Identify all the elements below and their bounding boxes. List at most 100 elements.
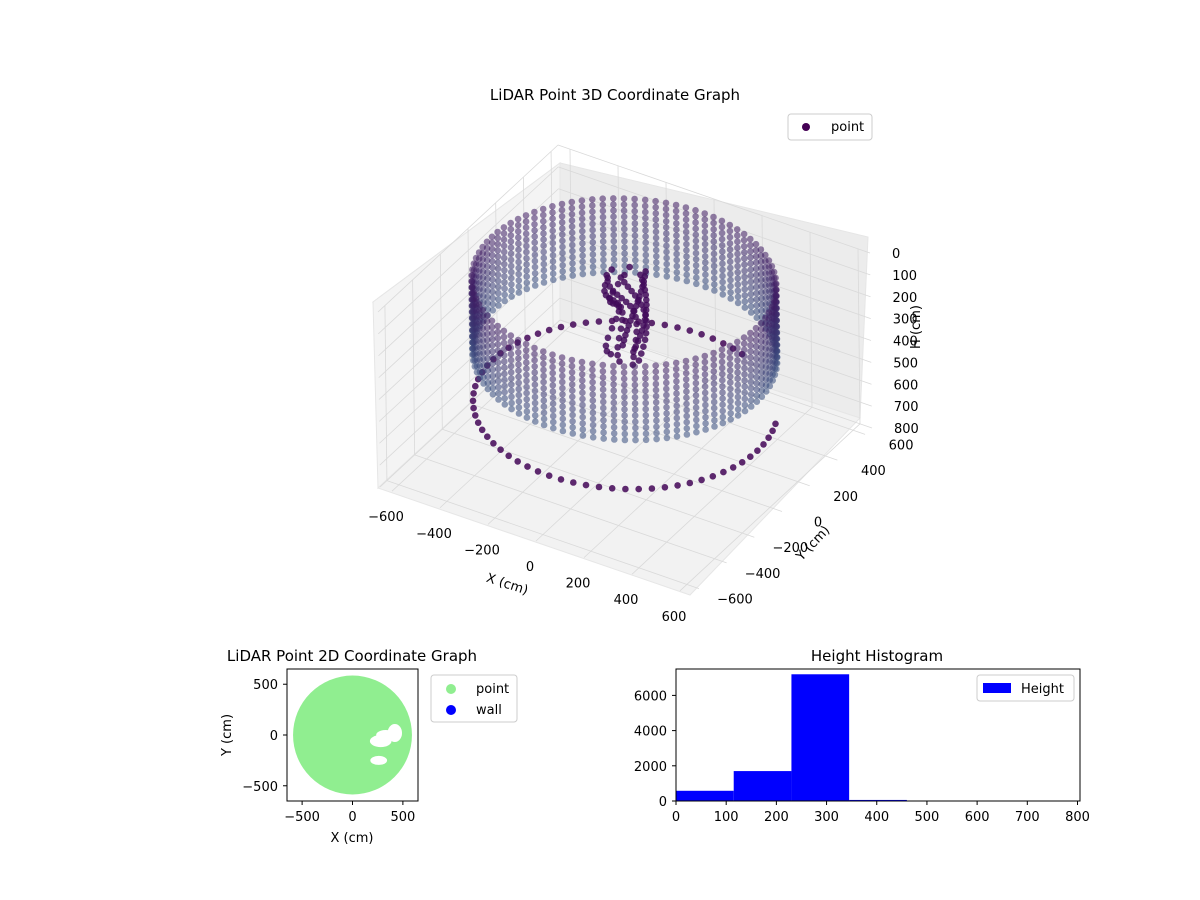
data-point [710, 380, 718, 387]
data-point [621, 256, 628, 264]
data-point [741, 261, 748, 269]
data-point [719, 395, 726, 402]
data-point [753, 296, 760, 303]
data-point [497, 446, 504, 454]
data-point [673, 433, 681, 440]
data-point [710, 349, 717, 357]
data-point [549, 412, 557, 420]
data-point [692, 404, 700, 412]
data-point [523, 365, 530, 372]
data-point [747, 329, 754, 337]
y-tick-label-3d: −600 [717, 593, 753, 608]
data-point [501, 376, 508, 384]
data-point [495, 396, 502, 403]
data-point [710, 226, 717, 233]
data-point [522, 340, 530, 348]
legend-2d-marker-wall [446, 705, 456, 715]
data-point [568, 375, 576, 382]
data-point [641, 336, 649, 344]
data-point [719, 272, 726, 280]
data-point [747, 348, 754, 355]
data-point [747, 235, 754, 243]
data-point [473, 350, 481, 358]
data-point [501, 279, 508, 286]
data-point [531, 369, 538, 376]
legend-3d-frame [787, 113, 873, 141]
data-point [599, 226, 607, 233]
data-point [663, 397, 670, 405]
data-point [758, 301, 765, 308]
data-point [683, 412, 690, 420]
data-point [747, 335, 754, 343]
data-point [508, 375, 515, 382]
data-point [620, 213, 628, 221]
data-point [747, 290, 755, 298]
data-point [549, 233, 557, 241]
data-point [752, 331, 760, 338]
data-point [500, 352, 508, 359]
data-point [673, 390, 680, 397]
data-point [470, 289, 478, 297]
data-point [578, 209, 586, 217]
data-point [515, 289, 523, 296]
data-point [501, 395, 509, 402]
data-point [522, 224, 530, 231]
data-point [579, 227, 586, 235]
data-point [568, 362, 576, 370]
data-point [770, 298, 778, 305]
data-point [621, 430, 629, 438]
data-point [672, 207, 680, 215]
data-point [559, 274, 567, 281]
data-point [682, 369, 690, 377]
data-point [489, 282, 496, 290]
data-point [747, 372, 755, 380]
data-point [710, 232, 717, 239]
data-point [672, 359, 680, 367]
data-point [559, 231, 566, 238]
data-point [489, 372, 497, 380]
data-point [642, 221, 649, 228]
data-point [727, 416, 734, 423]
data-point [523, 414, 531, 421]
data-point [702, 420, 709, 427]
data-point [540, 279, 548, 286]
data-point [642, 208, 649, 216]
data-point [579, 258, 586, 266]
data-point [579, 389, 586, 397]
data-point [772, 274, 779, 282]
data-point [642, 227, 649, 234]
data-point [719, 419, 727, 427]
data-point [727, 270, 734, 278]
legend-2d-label-wall: wall [476, 703, 502, 718]
data-point [758, 282, 765, 290]
data-point [495, 289, 502, 297]
data-point [603, 347, 611, 355]
data-point [568, 204, 576, 212]
data-point [601, 281, 609, 289]
data-point [693, 416, 700, 424]
data-point [758, 295, 765, 302]
data-point [642, 291, 650, 299]
data-point [711, 287, 718, 294]
data-point [631, 207, 638, 215]
data-point [620, 363, 628, 370]
data-point [488, 317, 496, 325]
data-point [531, 276, 539, 283]
data-point [621, 387, 628, 395]
data-point [500, 248, 508, 256]
data-point [494, 259, 502, 266]
data-point [472, 254, 480, 262]
data-point [500, 230, 508, 237]
data-point [568, 211, 576, 218]
data-point [640, 306, 647, 314]
data-point [489, 354, 496, 361]
data-point [741, 358, 748, 366]
data-point [568, 223, 576, 230]
data-point [652, 222, 660, 229]
data-point [610, 417, 618, 425]
data-point [701, 352, 709, 360]
data-point [569, 424, 576, 431]
z-tick-label-3d: 200 [893, 291, 918, 306]
data-point [727, 282, 734, 290]
